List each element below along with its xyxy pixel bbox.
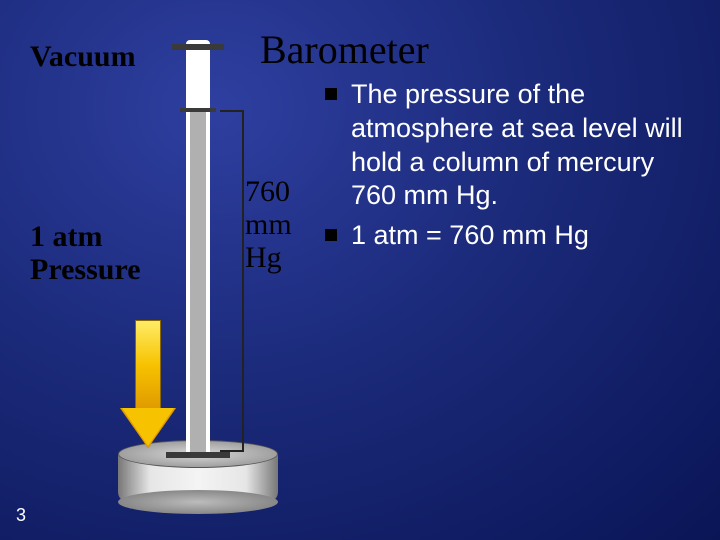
- mercury-top-mark-icon: [180, 108, 216, 112]
- arrow-head: [120, 408, 176, 448]
- arrow-shaft: [135, 320, 161, 410]
- bullet-item: 1 atm = 760 mm Hg: [325, 219, 705, 253]
- bullet-square-icon: [325, 88, 337, 100]
- barometer-diagram: [90, 40, 290, 520]
- bullet-text: The pressure of the atmosphere at sea le…: [351, 79, 683, 210]
- height-bracket-top: [220, 110, 244, 112]
- height-bracket-bottom: [220, 450, 244, 452]
- base-mark-icon: [166, 452, 230, 458]
- vacuum-space: [190, 44, 206, 110]
- cap-mark-icon: [172, 44, 224, 50]
- slide: Barometer Vacuum 1 atm Pressure 760 mm H…: [0, 0, 720, 540]
- bullet-list: The pressure of the atmosphere at sea le…: [325, 78, 705, 259]
- height-bracket-vert: [242, 110, 244, 452]
- page-number: 3: [16, 505, 26, 526]
- dish-bottom: [118, 490, 278, 514]
- pressure-arrow-icon: [120, 320, 176, 450]
- bullet-item: The pressure of the atmosphere at sea le…: [325, 78, 705, 213]
- bullet-text: 1 atm = 760 mm Hg: [351, 220, 589, 250]
- mercury-column: [190, 110, 206, 455]
- bullet-square-icon: [325, 229, 337, 241]
